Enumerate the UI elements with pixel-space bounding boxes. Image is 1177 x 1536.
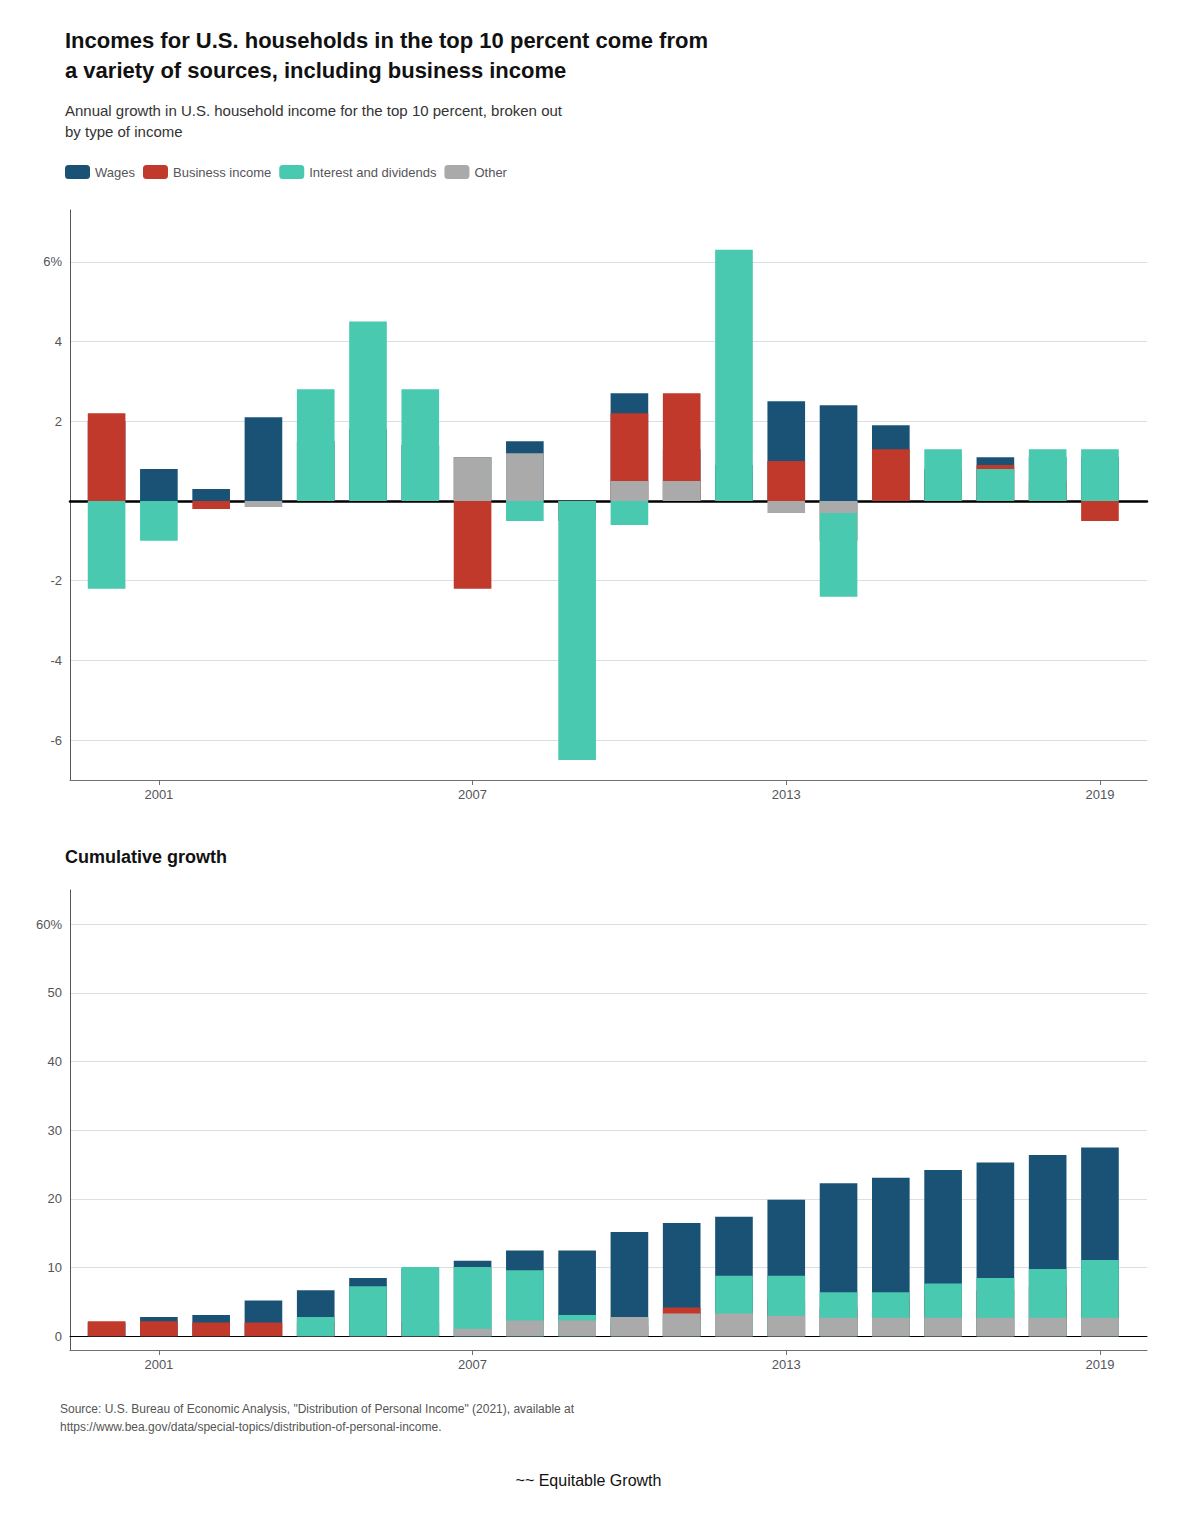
svg-text:2013: 2013: [772, 787, 801, 802]
svg-text:Annual growth in U.S. househol: Annual growth in U.S. household income f…: [65, 102, 563, 119]
svg-text:2: 2: [55, 414, 62, 429]
svg-text:2019: 2019: [1085, 787, 1114, 802]
svg-text:https://www.bea.gov/data/speci: https://www.bea.gov/data/special-topics/…: [60, 1420, 442, 1434]
svg-text:2001: 2001: [144, 1357, 173, 1372]
svg-text:-2: -2: [50, 573, 62, 588]
svg-text:40: 40: [48, 1054, 62, 1069]
svg-text:Source: U.S. Bureau of Economi: Source: U.S. Bureau of Economic Analysis…: [60, 1402, 575, 1416]
svg-text:Cumulative growth: Cumulative growth: [65, 847, 227, 867]
svg-text:50: 50: [48, 985, 62, 1000]
svg-text:Interest and dividends: Interest and dividends: [309, 165, 437, 180]
svg-text:20: 20: [48, 1191, 62, 1206]
svg-text:2007: 2007: [458, 1357, 487, 1372]
svg-text:by type of income: by type of income: [65, 123, 183, 140]
svg-text:4: 4: [55, 334, 62, 349]
svg-text:a variety of sources, includin: a variety of sources, including business…: [65, 58, 566, 83]
svg-text:0: 0: [55, 1329, 62, 1344]
svg-text:2013: 2013: [772, 1357, 801, 1372]
svg-text:6%: 6%: [43, 254, 62, 269]
svg-text:-6: -6: [50, 733, 62, 748]
svg-text:~~ Equitable Growth: ~~ Equitable Growth: [516, 1472, 662, 1489]
svg-text:2019: 2019: [1085, 1357, 1114, 1372]
svg-text:2007: 2007: [458, 787, 487, 802]
svg-text:Incomes for U.S. households in: Incomes for U.S. households in the top 1…: [65, 28, 708, 53]
svg-text:10: 10: [48, 1260, 62, 1275]
svg-text:Wages: Wages: [95, 165, 135, 180]
svg-text:-4: -4: [50, 653, 62, 668]
svg-text:60%: 60%: [36, 917, 62, 932]
svg-text:2001: 2001: [144, 787, 173, 802]
svg-text:Other: Other: [474, 165, 507, 180]
svg-text:Business income: Business income: [173, 165, 271, 180]
svg-text:30: 30: [48, 1123, 62, 1138]
